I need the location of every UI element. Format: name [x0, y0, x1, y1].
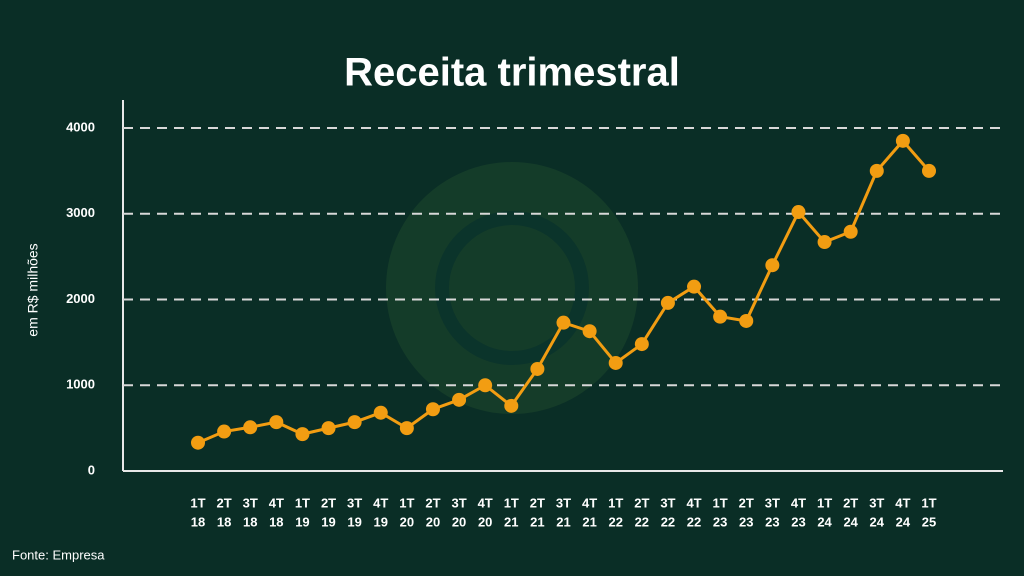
- x-tick-label: 3T: [765, 495, 780, 510]
- data-point: [713, 309, 728, 324]
- x-tick-label: 25: [922, 514, 936, 529]
- data-point: [295, 427, 310, 442]
- data-point: [739, 313, 754, 328]
- data-point: [634, 337, 649, 352]
- data-point: [582, 324, 597, 339]
- x-tick-label: 18: [191, 514, 205, 529]
- x-tick-label: 3T: [556, 495, 571, 510]
- x-tick-label: 18: [217, 514, 231, 529]
- x-tick-label: 24: [817, 514, 832, 529]
- data-point: [660, 295, 675, 310]
- x-tick-label: 1T: [608, 495, 623, 510]
- x-tick-label: 21: [530, 514, 544, 529]
- x-tick-label: 19: [295, 514, 309, 529]
- data-point: [504, 398, 519, 413]
- x-tick-label: 4T: [478, 495, 493, 510]
- x-tick-label: 20: [426, 514, 440, 529]
- data-point: [530, 361, 545, 376]
- x-tick-label: 2T: [843, 495, 858, 510]
- x-tick-label: 19: [374, 514, 388, 529]
- x-tick-label: 19: [321, 514, 335, 529]
- data-point: [321, 421, 336, 436]
- x-tick-label: 2T: [634, 495, 649, 510]
- x-tick-label: 21: [504, 514, 518, 529]
- data-point: [817, 235, 832, 250]
- x-tick-label: 4T: [895, 495, 910, 510]
- x-tick-label: 1T: [504, 495, 519, 510]
- x-tick-label: 2T: [739, 495, 754, 510]
- x-tick-label: 3T: [869, 495, 884, 510]
- x-tick-label: 22: [608, 514, 622, 529]
- x-tick-label: 20: [452, 514, 466, 529]
- x-tick-label: 4T: [791, 495, 806, 510]
- x-tick-label: 24: [896, 514, 911, 529]
- y-tick-label: 0: [88, 462, 95, 477]
- x-tick-label: 4T: [373, 495, 388, 510]
- data-point: [556, 315, 571, 330]
- data-point: [452, 392, 467, 407]
- data-point: [373, 405, 388, 420]
- x-tick-label: 23: [739, 514, 753, 529]
- data-point: [217, 424, 232, 439]
- y-tick-label: 1000: [66, 377, 95, 392]
- x-tick-label: 1T: [295, 495, 310, 510]
- x-tick-label: 4T: [269, 495, 284, 510]
- data-point: [269, 415, 284, 430]
- y-tick-label: 2000: [66, 291, 95, 306]
- watermark: [386, 162, 638, 414]
- data-point: [687, 279, 702, 294]
- x-tick-label: 21: [582, 514, 596, 529]
- x-tick-label: 22: [661, 514, 675, 529]
- data-point: [765, 258, 780, 273]
- data-point: [347, 415, 362, 430]
- x-tick-label: 21: [556, 514, 570, 529]
- data-point: [791, 205, 806, 220]
- x-tick-label: 3T: [243, 495, 258, 510]
- x-tick-label: 4T: [686, 495, 701, 510]
- data-point: [608, 355, 623, 370]
- x-tick-label: 3T: [660, 495, 675, 510]
- x-tick-label: 18: [269, 514, 283, 529]
- x-tick-label: 1T: [190, 495, 205, 510]
- x-tick-label: 2T: [321, 495, 336, 510]
- chart-title: Receita trimestral: [344, 51, 680, 95]
- x-tick-label: 1T: [399, 495, 414, 510]
- x-tick-label: 2T: [217, 495, 232, 510]
- data-point: [191, 435, 205, 450]
- x-tick-label: 23: [791, 514, 805, 529]
- x-tick-label: 19: [347, 514, 361, 529]
- data-point: [895, 133, 910, 148]
- data-point: [243, 420, 258, 435]
- data-point: [425, 402, 440, 417]
- x-tick-label: 20: [400, 514, 414, 529]
- x-tick-label: 22: [687, 514, 701, 529]
- x-tick-label: 23: [713, 514, 727, 529]
- x-tick-label: 2T: [530, 495, 545, 510]
- x-tick-label: 1T: [817, 495, 832, 510]
- data-point: [399, 421, 414, 436]
- y-tick-label: 4000: [66, 119, 95, 134]
- x-tick-label: 23: [765, 514, 779, 529]
- x-tick-label: 3T: [347, 495, 362, 510]
- x-tick-label: 20: [478, 514, 492, 529]
- x-tick-label: 1T: [921, 495, 936, 510]
- x-tick-label: 18: [243, 514, 257, 529]
- data-point: [843, 224, 858, 239]
- x-tick-label: 22: [635, 514, 649, 529]
- y-tick-label: 3000: [66, 205, 95, 220]
- data-point: [922, 163, 936, 178]
- x-tick-label: 3T: [451, 495, 466, 510]
- data-point: [869, 163, 884, 178]
- x-tick-label: 1T: [713, 495, 728, 510]
- x-tick-label: 2T: [425, 495, 440, 510]
- x-tick-label: 24: [870, 514, 885, 529]
- y-axis-label: em R$ milhões: [25, 243, 41, 336]
- data-point: [478, 378, 493, 393]
- x-tick-label: 4T: [582, 495, 597, 510]
- x-tick-label: 24: [843, 514, 858, 529]
- source-note: Fonte: Empresa: [12, 547, 105, 562]
